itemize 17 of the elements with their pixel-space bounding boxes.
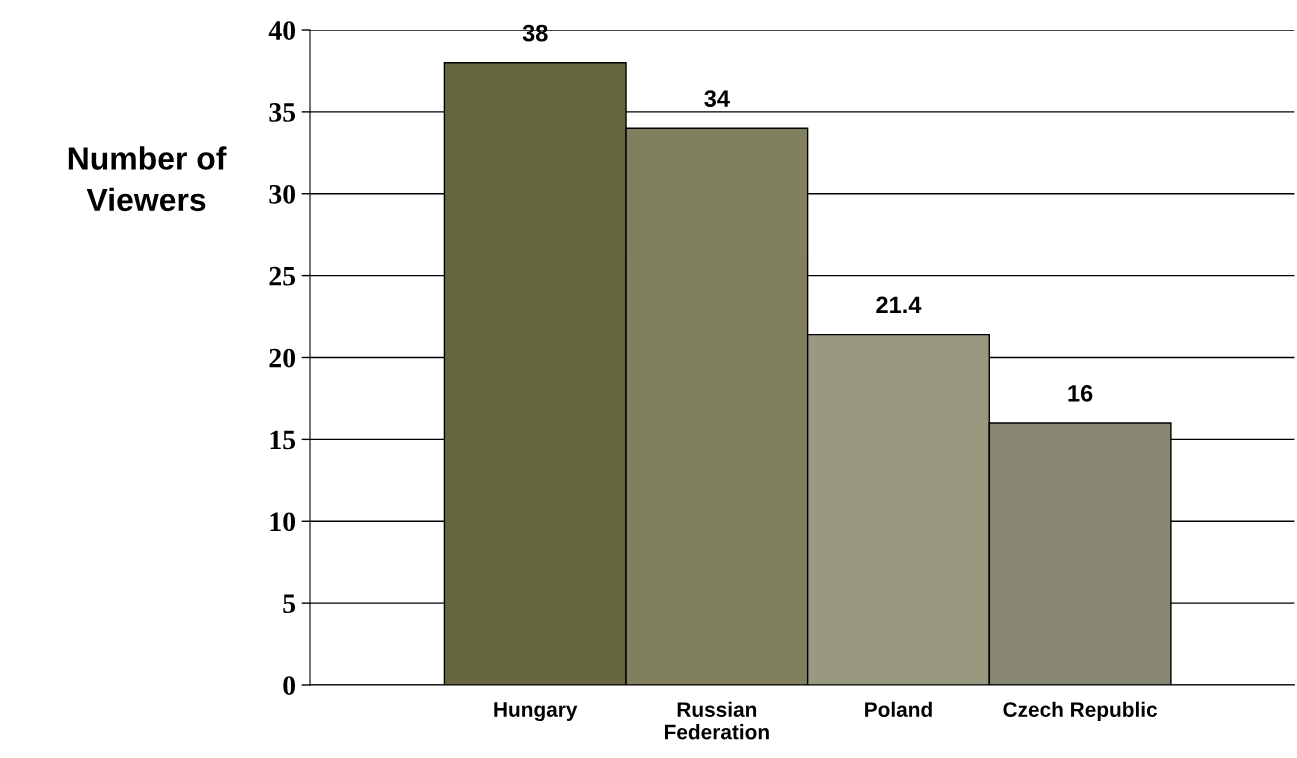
y-tick-label: 15 — [270, 430, 296, 450]
x-tick-label: Poland — [865, 701, 932, 717]
x-tick-label: Russian Federation — [664, 701, 769, 740]
y-tick-label: 20 — [269, 348, 296, 368]
x-tick-label: Hungary — [494, 702, 578, 722]
data-label: 34 — [704, 90, 730, 107]
data-label: 16 — [1068, 384, 1093, 402]
data-label: 21.4 — [876, 296, 922, 314]
y-tick-label: 25 — [269, 266, 296, 286]
y-tick-label: 5 — [283, 594, 296, 614]
x-tick-label: Czech Republic — [1003, 701, 1158, 722]
y-axis-title: Number of Viewers — [68, 146, 227, 212]
y-tick-label: 35 — [269, 103, 296, 122]
y-tick-label: 30 — [269, 184, 296, 204]
y-tick-label: 0 — [283, 676, 296, 695]
y-tick-label: 10 — [270, 512, 296, 532]
y-tick-label: 40 — [268, 21, 296, 40]
